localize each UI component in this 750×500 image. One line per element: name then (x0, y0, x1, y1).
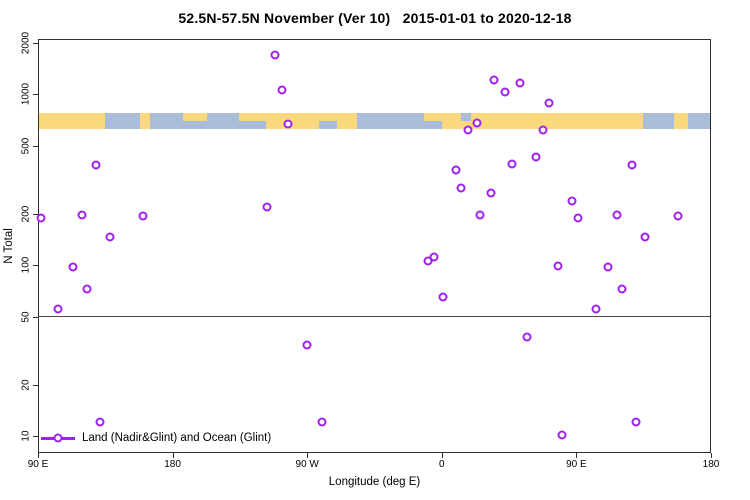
data-point (522, 332, 532, 342)
data-point (567, 196, 577, 206)
y-tick (33, 265, 38, 267)
data-point (105, 232, 115, 242)
data-point (544, 98, 554, 108)
x-tick-label: 90 E (566, 459, 587, 470)
data-point (82, 284, 92, 294)
data-point (531, 152, 541, 162)
x-tick-label: 0 (439, 459, 445, 470)
y-tick (33, 436, 38, 438)
data-point (515, 78, 525, 88)
map-strip-segment-land (139, 112, 150, 129)
map-strip-segment-ocean-top (460, 112, 472, 129)
map-strip-segment-land (674, 112, 688, 129)
data-point (456, 183, 466, 193)
x-tick (576, 453, 578, 458)
data-point (451, 165, 461, 175)
y-tick (33, 384, 38, 386)
data-point (95, 417, 105, 427)
x-tick-label: 180 (164, 459, 181, 470)
y-tick (33, 145, 38, 147)
data-point (673, 211, 683, 221)
legend-marker-icon (41, 431, 75, 445)
data-point (262, 202, 272, 212)
data-point (573, 213, 583, 223)
map-strip-segment-land (337, 112, 357, 129)
data-point (277, 85, 287, 95)
data-point (489, 75, 499, 85)
data-point (617, 284, 627, 294)
data-point (463, 125, 473, 135)
data-point (553, 261, 563, 271)
data-point (627, 160, 637, 170)
y-tick-label: 10 (20, 430, 32, 442)
x-tick (711, 453, 712, 458)
map-strip-segment-ocean (104, 112, 140, 129)
data-point (302, 340, 311, 350)
y-tick-label: 200 (20, 205, 32, 223)
map-strip-segment-ocean (149, 112, 183, 129)
map-strip-segment-land-top (238, 112, 266, 129)
data-point (283, 119, 293, 129)
y-tick-label: 50 (20, 311, 32, 323)
data-point (429, 252, 439, 262)
data-point (591, 304, 601, 314)
map-strip-segment-land-top (182, 112, 207, 129)
data-point (91, 160, 101, 170)
x-tick-label: 90 W (295, 459, 319, 470)
data-point (500, 87, 510, 97)
map-strip-segment-land-top (319, 112, 338, 129)
data-point (486, 188, 496, 198)
y-tick (33, 213, 38, 215)
data-point (68, 262, 78, 272)
data-point (538, 125, 548, 135)
legend-label: Land (Nadir&Glint) and Ocean (Glint) (82, 432, 272, 444)
y-tick-label: 500 (20, 137, 32, 155)
data-point (472, 118, 482, 128)
data-point (77, 210, 87, 220)
data-point (612, 210, 622, 220)
x-tick (172, 453, 174, 458)
data-point (507, 159, 517, 169)
y-tick (33, 94, 38, 96)
x-tick (307, 453, 309, 458)
data-point (438, 292, 448, 302)
data-point (475, 210, 485, 220)
y-axis-title: N Total (3, 228, 15, 264)
map-strip-segment-land (471, 112, 643, 129)
data-point (603, 262, 613, 272)
x-tick-label: 90 E (27, 459, 49, 470)
y-tick-label: 2000 (20, 31, 32, 55)
map-strip-segment-land-top (424, 112, 442, 129)
data-point (317, 417, 327, 427)
reference-line-50 (39, 316, 710, 318)
x-tick-label: 180 (702, 459, 720, 470)
y-tick-label: 1000 (20, 83, 32, 106)
y-tick (33, 42, 38, 44)
map-strip-segment-land (441, 112, 461, 129)
map-strip-segment-ocean (206, 112, 239, 129)
land-ocean-map-strip (39, 112, 710, 129)
data-point (36, 213, 46, 223)
y-tick-label: 100 (20, 256, 32, 274)
x-axis-title: Longitude (deg E) (328, 476, 421, 488)
map-strip-segment-land (39, 112, 105, 129)
x-tick (441, 453, 443, 458)
y-tick (33, 316, 38, 318)
map-strip-segment-ocean (642, 112, 675, 129)
data-point (557, 430, 567, 440)
chart-title: 52.5N-57.5N November (Ver 10) 2015-01-01… (178, 10, 572, 26)
data-point (138, 211, 148, 221)
data-point (640, 232, 650, 242)
data-point (631, 417, 641, 427)
x-tick (38, 453, 39, 458)
data-point (270, 50, 280, 60)
legend: Land (Nadir&Glint) and Ocean (Glint) (41, 431, 271, 445)
plot-area: Land (Nadir&Glint) and Ocean (Glint) (36, 39, 711, 453)
map-strip-segment-land (265, 112, 320, 129)
map-strip-segment-ocean (687, 112, 710, 129)
y-tick-label: 20 (20, 379, 32, 391)
map-strip-segment-ocean (356, 112, 425, 129)
data-point (53, 304, 63, 314)
